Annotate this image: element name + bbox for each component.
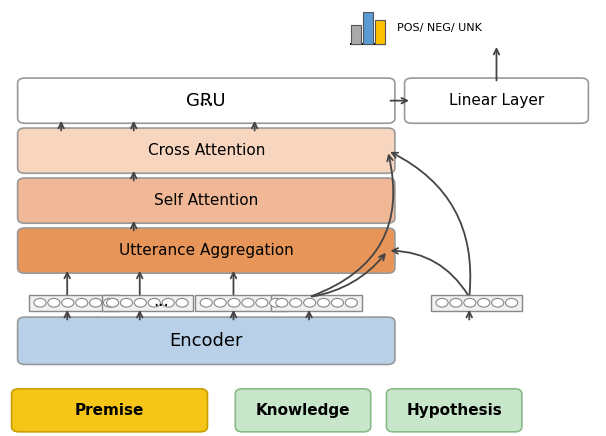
Text: POS/ NEG/ UNK: POS/ NEG/ UNK <box>397 23 482 33</box>
Text: Knowledge: Knowledge <box>256 403 350 418</box>
Circle shape <box>331 298 344 307</box>
Circle shape <box>491 298 504 307</box>
FancyArrowPatch shape <box>311 254 385 296</box>
Circle shape <box>121 298 133 307</box>
Circle shape <box>318 298 330 307</box>
Circle shape <box>214 298 226 307</box>
Circle shape <box>107 298 119 307</box>
Circle shape <box>276 298 288 307</box>
Text: Self Attention: Self Attention <box>154 193 258 208</box>
FancyArrowPatch shape <box>393 248 468 295</box>
FancyBboxPatch shape <box>12 389 207 432</box>
FancyArrowPatch shape <box>392 153 470 294</box>
Text: Encoder: Encoder <box>170 332 243 350</box>
Circle shape <box>135 298 147 307</box>
FancyBboxPatch shape <box>195 295 287 310</box>
FancyBboxPatch shape <box>405 78 588 123</box>
Text: GRU: GRU <box>187 92 226 110</box>
Text: ...: ... <box>153 293 169 310</box>
Circle shape <box>464 298 476 307</box>
Circle shape <box>200 298 212 307</box>
Circle shape <box>76 298 88 307</box>
FancyArrowPatch shape <box>311 155 393 296</box>
Circle shape <box>90 298 102 307</box>
Circle shape <box>228 298 240 307</box>
FancyBboxPatch shape <box>18 178 395 223</box>
FancyBboxPatch shape <box>18 128 395 173</box>
Bar <box>375 20 385 44</box>
FancyBboxPatch shape <box>18 228 395 273</box>
Circle shape <box>304 298 316 307</box>
Circle shape <box>162 298 174 307</box>
FancyBboxPatch shape <box>29 295 121 310</box>
Text: Premise: Premise <box>75 403 144 418</box>
Circle shape <box>104 298 116 307</box>
Circle shape <box>345 298 358 307</box>
Circle shape <box>436 298 448 307</box>
Circle shape <box>256 298 268 307</box>
Text: ...: ... <box>198 91 214 109</box>
Text: Utterance Aggregation: Utterance Aggregation <box>119 243 294 258</box>
Circle shape <box>34 298 46 307</box>
Circle shape <box>270 298 282 307</box>
Text: Hypothesis: Hypothesis <box>406 403 502 418</box>
Text: Linear Layer: Linear Layer <box>449 93 544 108</box>
FancyBboxPatch shape <box>387 389 522 432</box>
FancyBboxPatch shape <box>18 317 395 364</box>
Circle shape <box>62 298 74 307</box>
FancyBboxPatch shape <box>102 295 193 310</box>
FancyBboxPatch shape <box>431 295 522 310</box>
FancyBboxPatch shape <box>235 389 371 432</box>
Circle shape <box>478 298 490 307</box>
Bar <box>364 12 373 44</box>
Circle shape <box>242 298 254 307</box>
FancyBboxPatch shape <box>271 295 362 310</box>
Text: Cross Attention: Cross Attention <box>148 143 265 158</box>
Circle shape <box>450 298 462 307</box>
Circle shape <box>176 298 188 307</box>
Circle shape <box>148 298 161 307</box>
Circle shape <box>290 298 302 307</box>
Circle shape <box>505 298 518 307</box>
FancyBboxPatch shape <box>18 78 395 123</box>
Bar <box>351 24 361 44</box>
Circle shape <box>48 298 60 307</box>
